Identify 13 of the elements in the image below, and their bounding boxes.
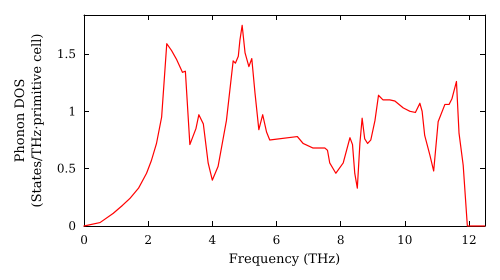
x-tick-label: 6 — [272, 233, 280, 247]
x-tick-label: 10 — [397, 233, 412, 247]
y-tick-label: 1.5 — [56, 46, 76, 61]
y-axis-title: Phonon DOS (States/THz·primitive cell) — [13, 33, 46, 208]
x-tick-label: 12 — [461, 233, 477, 247]
x-tick-label: 4 — [208, 233, 216, 247]
x-tick-label: 2 — [144, 233, 152, 247]
x-tick-label: 0 — [80, 233, 88, 247]
y-tick-label: 0 — [68, 219, 76, 233]
x-tick-label: 8 — [336, 233, 344, 247]
x-axis-title: Frequency (THz) — [228, 252, 340, 267]
y-tick-label: 0.5 — [56, 162, 76, 176]
y-tick-label: 1 — [68, 104, 76, 118]
